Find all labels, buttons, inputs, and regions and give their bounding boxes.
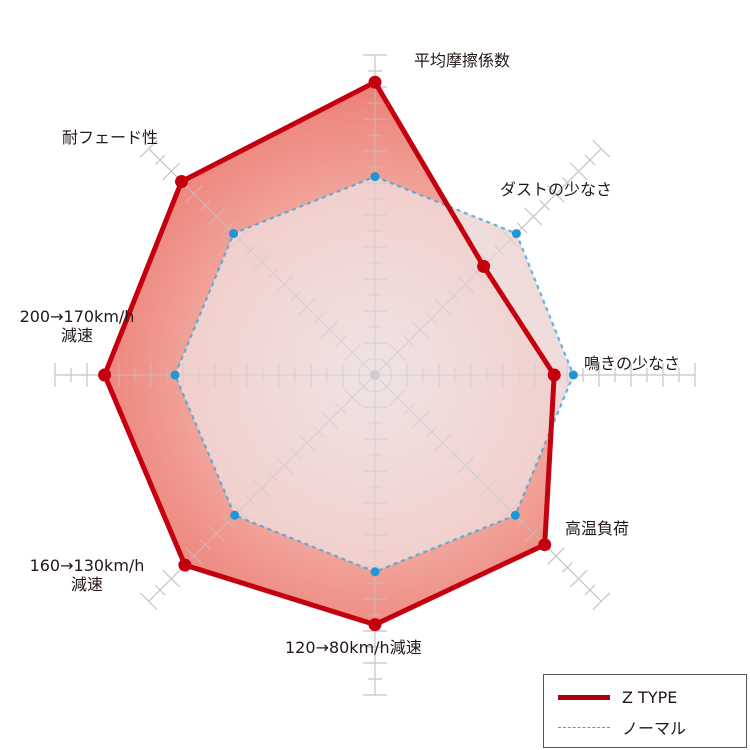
z-type-data-point [98, 368, 112, 382]
axis-label-200-170: 200→170km/h 減速 [3, 307, 151, 345]
axis-label-200-170-line1: 200→170km/h [19, 307, 135, 326]
normal-data-point [510, 510, 520, 520]
normal-data-point [170, 370, 180, 380]
z-type-data-point [175, 175, 189, 189]
z-type-data-point [368, 75, 382, 89]
legend: Z TYPE ノーマル [543, 674, 747, 748]
legend-label-z-type: Z TYPE [622, 687, 678, 707]
legend-item-normal: ノーマル [558, 717, 687, 738]
z-type-swatch [558, 694, 610, 700]
axis-label-high-temp: 高温負荷 [565, 519, 630, 538]
normal-data-point [511, 229, 521, 239]
legend-label-normal: ノーマル [622, 719, 687, 738]
axis-label-friction: 平均摩擦係数 [414, 51, 511, 70]
axis-label-120-80: 120→80km/h減速 [285, 638, 422, 657]
axis-grid-overlay [54, 54, 696, 696]
z-type-data-point [538, 538, 552, 552]
z-type-data-point [547, 368, 561, 382]
axis-label-160-130: 160→130km/h 減速 [12, 556, 162, 594]
legend-item-z-type: Z TYPE [558, 687, 677, 707]
normal-data-point [370, 172, 380, 182]
normal-swatch [558, 726, 610, 728]
normal-data-point [370, 567, 380, 577]
z-type-data-point [477, 259, 491, 273]
z-type-data-point [368, 618, 382, 632]
axis-label-dust: ダストの少なさ [500, 180, 613, 199]
normal-data-point [568, 370, 578, 380]
axis-label-160-130-line2: 減速 [70, 575, 103, 594]
axis-label-160-130-line1: 160→130km/h [29, 556, 145, 575]
normal-data-point [229, 229, 239, 239]
axis-label-200-170-line2: 減速 [60, 326, 93, 345]
normal-points [170, 172, 578, 577]
z-type-points [98, 75, 561, 632]
axis-label-noise: 鳴きの少なさ [584, 354, 681, 373]
z-type-data-point [178, 558, 192, 572]
axis-label-fade: 耐フェード性 [62, 128, 159, 147]
normal-data-point [230, 510, 240, 520]
